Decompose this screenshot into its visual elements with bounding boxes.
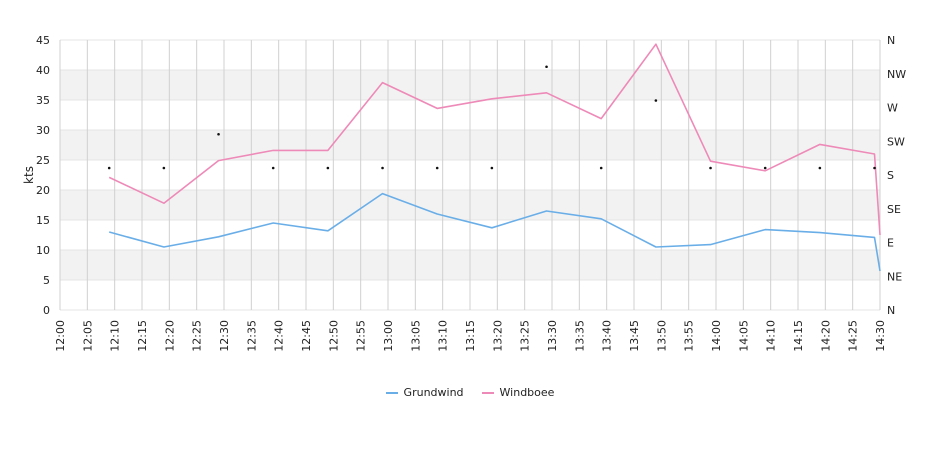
direction-point [763,166,767,170]
y-axis-right-direction: N NE E SE S SW W NW N [887,34,906,317]
y-axis-label: kts [22,166,36,184]
x-tick-label: 14:00 [710,320,723,352]
y2-tick-label: E [887,237,894,250]
y2-tick-label: N [887,34,895,47]
y-axis-left: 0 5 10 15 20 25 30 35 40 45 [36,34,50,317]
vertical-gridlines [59,40,881,310]
x-tick-label: 12:20 [163,320,176,352]
series-lines [108,43,881,272]
y2-tick-label: N [887,304,895,317]
direction-point [818,166,822,170]
x-tick-label: 13:45 [628,320,641,352]
x-tick-label: 12:10 [109,320,122,352]
y-tick-label: 5 [43,274,50,287]
x-tick-label: 12:40 [273,320,286,352]
legend-swatch-windboee [481,391,494,394]
direction-point [709,166,712,170]
series-line-grundwind [108,192,881,272]
legend-item-grundwind[interactable]: Grundwind [385,386,464,399]
x-tick-label: 13:55 [683,320,696,352]
x-tick-label: 13:20 [491,320,504,352]
x-axis: 12:00 12:05 12:10 12:15 12:20 12:25 12:30 12:35… [54,320,887,352]
x-tick-label: 14:20 [819,320,832,352]
direction-point [435,166,439,170]
x-tick-label: 13:30 [546,320,559,352]
direction-point [271,166,275,170]
legend-swatch-grundwind [385,391,398,394]
x-tick-label: 13:05 [409,320,422,352]
y-tick-label: 40 [36,64,50,77]
direction-point [381,166,384,170]
x-tick-label: 14:25 [847,320,860,352]
direction-point [490,166,494,170]
x-tick-label: 14:05 [737,320,750,352]
x-tick-label: 13:50 [655,320,668,352]
y2-tick-label: NE [887,270,902,283]
x-tick-label: 12:45 [300,320,313,352]
direction-point [873,166,876,170]
direction-point [326,166,330,170]
direction-points [107,65,876,170]
x-tick-label: 13:40 [601,320,614,352]
y-tick-label: 10 [36,244,50,257]
legend-label-grundwind: Grundwind [403,386,464,399]
legend: Grundwind Windboee [0,386,940,399]
direction-point [654,99,658,102]
direction-point [162,166,166,170]
x-tick-label: 13:15 [464,320,477,352]
y-tick-label: 25 [36,154,50,167]
y-tick-label: 20 [36,184,50,197]
y2-tick-label: S [887,169,894,182]
x-tick-label: 12:00 [54,320,67,352]
x-tick-label: 12:15 [136,320,149,352]
direction-point [217,132,220,136]
x-tick-label: 12:30 [218,320,231,352]
direction-point [545,65,548,69]
x-tick-label: 14:15 [792,320,805,352]
y2-tick-label: SW [887,135,905,148]
y-tick-label: 0 [43,304,50,317]
x-tick-label: 12:35 [245,320,258,352]
x-tick-label: 13:25 [519,320,532,352]
y2-tick-label: NW [887,68,906,81]
x-tick-label: 12:25 [191,320,204,352]
x-tick-label: 12:50 [327,320,340,352]
y-tick-label: 45 [36,34,50,47]
direction-point [599,166,603,170]
x-tick-label: 12:05 [81,320,94,352]
x-tick-label: 14:10 [765,320,778,352]
y-tick-label: 35 [36,94,50,107]
legend-label-windboee: Windboee [499,386,555,399]
x-tick-label: 13:35 [573,320,586,352]
legend-item-windboee[interactable]: Windboee [481,386,555,399]
x-tick-label: 14:30 [874,320,887,352]
series-line-windboee [108,43,881,236]
y2-tick-label: W [887,102,898,115]
y2-tick-label: SE [887,203,901,216]
x-tick-label: 13:10 [437,320,450,352]
y-tick-label: 30 [36,124,50,137]
y-tick-label: 15 [36,214,50,227]
direction-point [107,166,111,170]
x-tick-label: 13:00 [382,320,395,352]
x-tick-label: 12:55 [355,320,368,352]
